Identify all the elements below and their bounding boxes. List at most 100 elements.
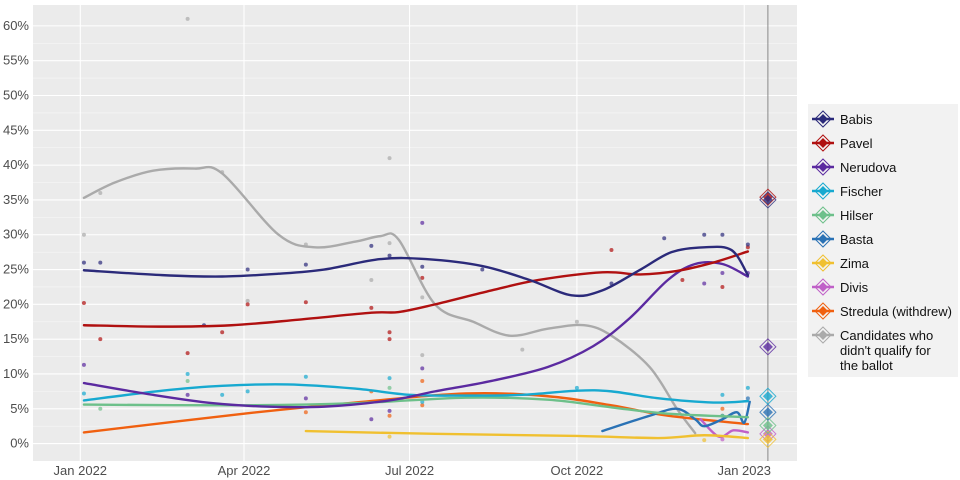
poll-point-fischer (81, 391, 86, 396)
legend-item: Basta (808, 228, 958, 252)
x-tick-label: Jan 2022 (54, 463, 108, 478)
poll-point-pavel (680, 277, 685, 282)
legend-label: Hilser (840, 208, 874, 223)
x-tick-label: Apr 2022 (218, 463, 271, 478)
poll-point-nerudova (702, 281, 707, 286)
poll-point-candidates-who-didn-t-qualify-for-the-ballot (369, 277, 374, 282)
result-diamond-hilser-outline (759, 416, 777, 435)
poll-point-hilser (185, 378, 190, 383)
poll-point-stredula-withdrew (387, 413, 392, 418)
poll-point-pavel (98, 337, 103, 342)
result-diamond-pavel-outline (759, 188, 777, 206)
y-tick-label: 10% (3, 366, 29, 381)
y-tick-label: 30% (3, 227, 29, 242)
result-diamond-fischer-outline (759, 387, 777, 405)
legend-item: Stredula (withdrew) (808, 300, 958, 324)
poll-point-stredula-withdrew (420, 403, 425, 408)
legend-key-icon (812, 230, 834, 248)
y-tick-label: 15% (3, 331, 29, 346)
result-diamond-basta-outline (759, 403, 777, 421)
poll-point-candidates-who-didn-t-qualify-for-the-ballot (420, 295, 425, 300)
poll-point-zima (702, 438, 707, 443)
x-tick-label: Jul 2022 (385, 463, 434, 478)
trend-line-divis (699, 418, 750, 439)
poll-point-pavel (245, 302, 250, 307)
poll-point-candidates-who-didn-t-qualify-for-the-ballot (245, 298, 250, 303)
plot-background (33, 5, 797, 461)
legend-key-icon (812, 326, 834, 344)
poll-point-divis (720, 437, 725, 442)
poll-point-fischer (387, 376, 392, 381)
legend-label: Zima (840, 256, 869, 271)
poll-point-nerudova (720, 271, 725, 276)
y-tick-label: 55% (3, 53, 29, 68)
trend-lines (82, 165, 751, 440)
poll-point-stredula-withdrew (303, 410, 308, 415)
legend-item: Candidates who didn't qualify for the ba… (808, 324, 958, 373)
poll-point-babis (98, 260, 103, 265)
poll-point-stredula-withdrew (420, 378, 425, 383)
legend-label: Nerudova (840, 160, 897, 175)
y-tick-label: 20% (3, 296, 29, 311)
y-tick-label: 60% (3, 18, 29, 33)
poll-point-babis (245, 267, 250, 272)
y-tick-label: 50% (3, 88, 29, 103)
poll-point-nerudova (420, 366, 425, 371)
poll-point-nerudova (185, 392, 190, 397)
poll-point-nerudova (387, 408, 392, 413)
legend-label: Pavel (840, 136, 873, 151)
poll-point-babis (369, 243, 374, 248)
poll-point-pavel (420, 275, 425, 280)
result-diamond-babis-outline (759, 191, 777, 209)
legend-label: Candidates who didn't qualify for the ba… (840, 328, 934, 373)
poll-point-hilser (387, 385, 392, 390)
result-markers (759, 188, 777, 449)
poll-point-candidates-who-didn-t-qualify-for-the-ballot (387, 241, 392, 246)
poll-points (81, 16, 750, 443)
y-tick-label: 35% (3, 192, 29, 207)
x-axis: Jan 2022 Apr 2022 Jul 2022 Oct 2022 Jan 2023 (54, 463, 771, 478)
poll-point-candidates-who-didn-t-qualify-for-the-ballot (81, 232, 86, 237)
poll-point-candidates-who-didn-t-qualify-for-the-ballot (387, 156, 392, 161)
legend-key-icon (812, 182, 834, 200)
poll-point-fischer (720, 392, 725, 397)
poll-point-fischer (220, 392, 225, 397)
trend-line-fischer (82, 383, 750, 404)
trend-line-babis (82, 245, 750, 298)
poll-point-candidates-who-didn-t-qualify-for-the-ballot (185, 16, 190, 21)
y-tick-label: 45% (3, 122, 29, 137)
legend-item: Fischer (808, 180, 958, 204)
poll-point-fischer (185, 371, 190, 376)
legend-item: Divis (808, 276, 958, 300)
poll-point-pavel (369, 305, 374, 310)
poll-point-hilser (98, 406, 103, 411)
legend-label: Fischer (840, 184, 883, 199)
poll-point-candidates-who-didn-t-qualify-for-the-ballot (574, 319, 579, 324)
poll-point-babis (303, 262, 308, 267)
legend-item: Babis (808, 108, 958, 132)
result-diamond-babis (762, 194, 773, 205)
result-diamond-zima-outline (759, 430, 777, 449)
poll-point-pavel (220, 330, 225, 335)
result-diamond-basta (762, 407, 773, 418)
poll-point-pavel (303, 300, 308, 305)
legend-key-icon (812, 254, 834, 272)
poll-point-babis (702, 232, 707, 237)
legend-label: Basta (840, 232, 874, 247)
poll-point-fischer (303, 374, 308, 379)
poll-point-babis (662, 236, 667, 241)
legend-item: Hilser (808, 204, 958, 228)
x-tick-label: Oct 2022 (551, 463, 604, 478)
poll-point-candidates-who-didn-t-qualify-for-the-ballot (98, 190, 103, 195)
poll-point-babis (387, 253, 392, 258)
legend-label: Stredula (withdrew) (840, 304, 952, 319)
y-tick-label: 5% (10, 401, 29, 416)
poll-point-babis (745, 242, 750, 247)
legend-item: Nerudova (808, 156, 958, 180)
legend-key-icon (812, 110, 834, 128)
poll-point-fischer (245, 389, 250, 394)
result-diamond-nerudova-outline (759, 338, 777, 356)
poll-point-fischer (574, 385, 579, 390)
poll-point-pavel (609, 248, 614, 253)
